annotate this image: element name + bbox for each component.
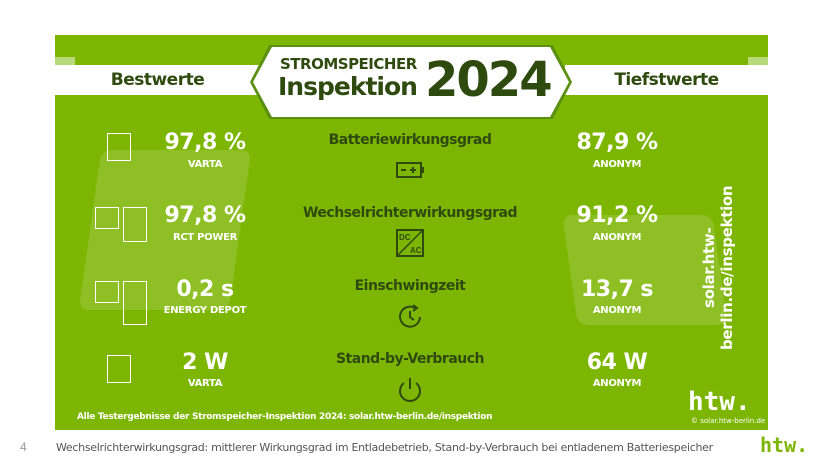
- best-label: RCT POWER: [172, 232, 238, 243]
- title-line2: Inspektion: [278, 72, 418, 101]
- best-value: 2 W: [182, 350, 228, 375]
- best-label: ENERGY DEPOT: [163, 305, 247, 316]
- best-value: 97,8 %: [164, 130, 246, 155]
- storage-device-icon: [123, 281, 147, 325]
- bestwerte-ribbon: Bestwerte: [55, 65, 260, 95]
- worst-label: ANONYM: [592, 232, 642, 243]
- page-number: 4: [20, 440, 27, 454]
- copyright: © solar.htw-berlin.de: [691, 417, 766, 425]
- best-value: 0,2 s: [176, 277, 234, 302]
- best-label: VARTA: [187, 378, 223, 389]
- side-url[interactable]: solar.htw-berlin.de/inspektion: [700, 185, 736, 350]
- best-value: 97,8 %: [164, 203, 246, 228]
- ac-label: AC: [410, 246, 422, 255]
- storage-device-icon: [95, 281, 119, 303]
- clock-refresh-icon: [399, 304, 421, 328]
- title-year: 2024: [425, 52, 553, 108]
- slide-caption: Wechselrichterwirkungsgrad: mittlerer Wi…: [56, 441, 713, 454]
- worst-value: 87,9 %: [576, 130, 658, 155]
- worst-label: ANONYM: [592, 378, 642, 389]
- title-line1: STROMSPEICHER: [280, 55, 417, 73]
- worst-label: ANONYM: [592, 305, 642, 316]
- htw-logo: htw.: [760, 433, 809, 457]
- dc-ac-inverter-icon: DC AC: [396, 229, 424, 257]
- dc-label: DC: [399, 233, 411, 242]
- metric-title: Stand-by-Verbrauch: [335, 351, 485, 367]
- storage-device-icon: [123, 207, 147, 242]
- metric-title: Wechselrichterwirkungsgrad: [302, 205, 518, 221]
- worst-label: ANONYM: [592, 159, 642, 170]
- storage-device-icon: [95, 207, 119, 229]
- metric-title: Batteriewirkungsgrad: [328, 132, 492, 148]
- power-icon: [399, 378, 421, 402]
- title-badge: [253, 47, 569, 117]
- footnote: Alle Testergebnisse der Stromspeicher-In…: [77, 412, 493, 422]
- worst-value: 64 W: [586, 350, 648, 375]
- battery-icon: [396, 162, 424, 178]
- worst-value: 13,7 s: [580, 277, 654, 302]
- tiefstwerte-ribbon: Tiefstwerte: [565, 65, 768, 95]
- storage-device-icon: [107, 133, 131, 161]
- metric-title: Einschwingzeit: [354, 278, 466, 294]
- storage-device-icon: [107, 355, 131, 383]
- htw-logo: htw.: [688, 387, 751, 417]
- worst-value: 91,2 %: [576, 203, 658, 228]
- infographic-panel: Bestwerte Tiefstwerte STROMSPEICHER Insp…: [55, 35, 768, 430]
- best-label: VARTA: [187, 159, 223, 170]
